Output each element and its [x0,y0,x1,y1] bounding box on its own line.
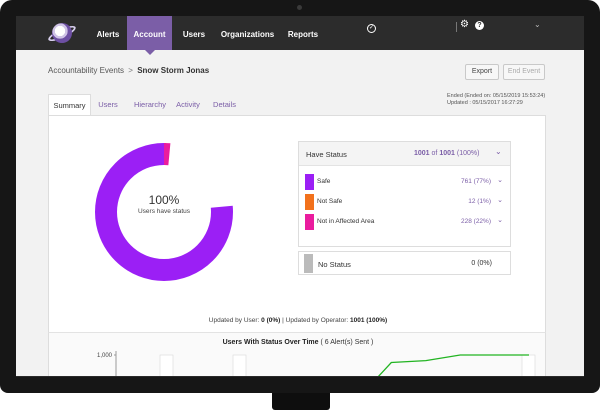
chevron-down-icon[interactable]: ⌄ [497,177,503,184]
status-row-label: Not in Affected Area [317,218,375,225]
status-line-chart: 1,000800 [97,351,536,376]
alert-marker[interactable] [521,354,536,376]
no-status-swatch [304,254,313,273]
no-status-label: No Status [318,260,351,269]
status-donut-chart: 100% Users have status [95,143,233,281]
nav-account[interactable]: Account [127,16,172,55]
alert-marker[interactable] [159,354,174,376]
donut-segment-not-in-affected-area[interactable] [95,143,233,281]
nav-users[interactable]: Users [182,30,206,39]
not-safe-swatch [305,194,314,210]
chart-title-text: Users With Status Over Time [222,339,319,346]
y-tick-label: 1,000 [97,353,113,359]
status-over-time-section: Users With Status Over Time ( 6 Alert(s)… [48,332,546,376]
status-row-not-safe[interactable]: Not Safe 12 (1%) ⌄ [305,194,505,210]
have-status-label: Have Status [306,150,347,159]
status-row-label: Safe [317,178,331,185]
updated-by-user-value: 0 (0%) [261,317,281,324]
donut-center-caption: Users have status [137,208,191,215]
summary-card: 100% Users have status Have Status 1001 … [48,115,546,376]
updated-by-user-label: Updated by User: [208,317,260,324]
nav-divider [456,22,457,32]
donut-svg [95,143,233,281]
monitor-frame: Alerts Account Users Organizations Repor… [0,0,600,393]
status-check-icon[interactable]: ✓ [367,24,376,33]
export-button[interactable]: Export [465,64,499,80]
status-row-count: 228 (22%) [461,218,491,225]
alert-marker[interactable] [232,354,247,376]
event-timestamps: Ended (Ended on: 05/15/2019 15:53:24) Up… [447,93,545,107]
updated-by-summary: Updated by User: 0 (0%) | Updated by Ope… [49,317,547,324]
end-event-button[interactable]: End Event [503,64,545,80]
no-status-panel[interactable]: No Status 0 (0%) [298,251,511,275]
monitor-bezel-line [16,376,584,377]
updated-by-operator-label: Updated by Operator: [285,317,349,324]
chevron-down-icon[interactable]: ⌄ [497,197,503,204]
tab-activity[interactable]: Activity [176,100,200,109]
status-row-label: Not Safe [317,198,343,205]
ended-timestamp: Ended (Ended on: 05/15/2019 15:53:24) [447,93,546,99]
app-screen: Alerts Account Users Organizations Repor… [16,16,584,376]
monitor-stand [272,393,330,410]
tab-details[interactable]: Details [213,100,236,109]
tab-users[interactable]: Users [98,100,118,109]
nav-alerts[interactable]: Alerts [96,30,120,39]
tab-summary[interactable]: Summary [48,94,91,116]
status-row-safe[interactable]: Safe 761 (77%) ⌄ [305,174,505,190]
chevron-down-icon[interactable]: ⌄ [497,217,503,224]
status-row-count: 761 (77%) [461,178,491,185]
status-series-line [377,354,529,376]
breadcrumb-separator: > [128,66,133,75]
breadcrumb-parent-link[interactable]: Accountability Events [48,66,125,75]
nav-reports[interactable]: Reports [287,30,319,39]
webcam [297,5,302,10]
breadcrumb: Accountability Events > Snow Storm Jonas [48,66,209,75]
chevron-down-icon[interactable]: ⌄ [534,20,541,29]
updated-by-operator-value: 1001 (100%) [349,317,388,324]
page-title: Snow Storm Jonas [137,66,210,75]
donut-center-value: 100% [148,193,180,207]
no-status-count: 0 (0%) [471,260,492,267]
tab-hierarchy[interactable]: Hierarchy [133,100,167,109]
updated-timestamp: Updated : 05/15/2017 16:27:29 [447,100,523,106]
chevron-down-icon[interactable]: ⌄ [495,147,502,156]
gear-icon[interactable]: ⚙ [460,19,469,30]
updated-divider: | [282,317,284,324]
top-nav: Alerts Account Users Organizations Repor… [16,16,584,55]
app-logo[interactable] [52,23,72,43]
have-status-total: 1001 of 1001 (100%) [414,150,480,157]
help-icon[interactable]: ? [475,21,484,30]
chart-title: Users With Status Over Time ( 6 Alert(s)… [49,339,547,346]
have-status-header[interactable]: Have Status 1001 of 1001 (100%) ⌄ [299,142,510,166]
status-row-count: 12 (1%) [468,198,491,205]
donut-center-label: 100% Users have status [95,193,233,215]
nav-organizations[interactable]: Organizations [220,30,275,39]
safe-swatch [305,174,314,190]
not-in-area-swatch [305,214,314,230]
status-row-not-in-area[interactable]: Not in Affected Area 228 (22%) ⌄ [305,214,505,230]
have-status-panel: Have Status 1001 of 1001 (100%) ⌄ Safe 7… [298,141,511,247]
chart-subtitle: ( 6 Alert(s) Sent ) [320,339,374,346]
